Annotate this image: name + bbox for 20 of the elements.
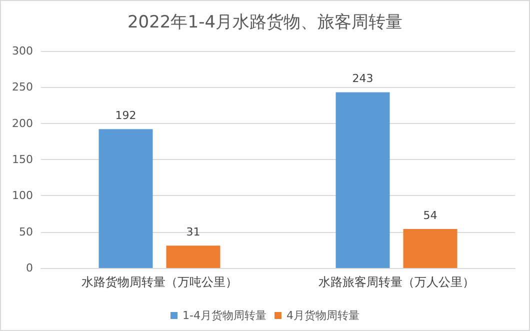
chart-title: 2022年1-4月水路货物、旅客周转量 (127, 12, 403, 32)
legend-label: 1-4月货物周转量 (182, 309, 266, 322)
data-label: 192 (115, 109, 136, 122)
bar (336, 92, 390, 268)
y-tick-label: 200 (12, 116, 33, 130)
bar (403, 228, 458, 268)
bar (98, 129, 153, 268)
data-label: 243 (352, 72, 374, 86)
x-tick-label: 水路货物周转量（万吨公里） (82, 275, 238, 289)
bar (166, 246, 220, 268)
y-tick-label: 250 (12, 80, 33, 94)
y-tick-label: 50 (19, 225, 33, 238)
data-label: 54 (423, 208, 438, 222)
y-tick-label: 150 (12, 153, 33, 166)
y-tick-label: 100 (12, 189, 33, 202)
y-tick-label: 300 (12, 44, 33, 58)
y-tick-label: 0 (26, 262, 33, 274)
x-tick-label: 水路旅客周转量（万人公里） (318, 275, 474, 289)
data-label: 31 (186, 226, 200, 239)
legend-label: 4月货物周转量 (286, 309, 360, 322)
